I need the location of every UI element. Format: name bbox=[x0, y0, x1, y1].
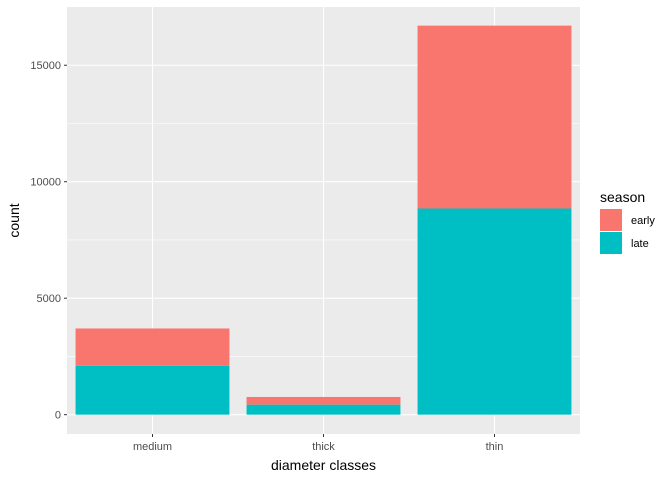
legend-key-early bbox=[600, 209, 622, 231]
legend-label-early: early bbox=[631, 215, 655, 227]
x-axis: medium thick thin bbox=[133, 434, 503, 453]
bar-thin-early bbox=[417, 25, 572, 209]
bars-layer bbox=[75, 25, 572, 415]
y-tick-label: 0 bbox=[55, 410, 61, 422]
legend-title: season bbox=[600, 189, 645, 205]
y-tick-label: 5000 bbox=[37, 293, 61, 305]
legend: season early late bbox=[600, 189, 655, 254]
y-axis: 0 5000 10000 15000 bbox=[30, 60, 67, 422]
legend-key-late bbox=[600, 232, 622, 254]
x-tick-label: medium bbox=[133, 441, 172, 453]
x-tick-label: thin bbox=[486, 441, 504, 453]
y-axis-title: count bbox=[6, 203, 22, 237]
x-axis-title: diameter classes bbox=[271, 457, 376, 473]
y-tick-label: 15000 bbox=[30, 60, 61, 72]
x-tick-label: thick bbox=[312, 441, 335, 453]
y-tick-label: 10000 bbox=[30, 177, 61, 189]
bar-medium-early bbox=[75, 328, 230, 366]
bar-medium-late bbox=[75, 365, 230, 415]
bar-thick-early bbox=[246, 396, 401, 405]
legend-label-late: late bbox=[631, 238, 649, 250]
bar-thick-late bbox=[246, 404, 401, 415]
bar-thin-late bbox=[417, 208, 572, 415]
